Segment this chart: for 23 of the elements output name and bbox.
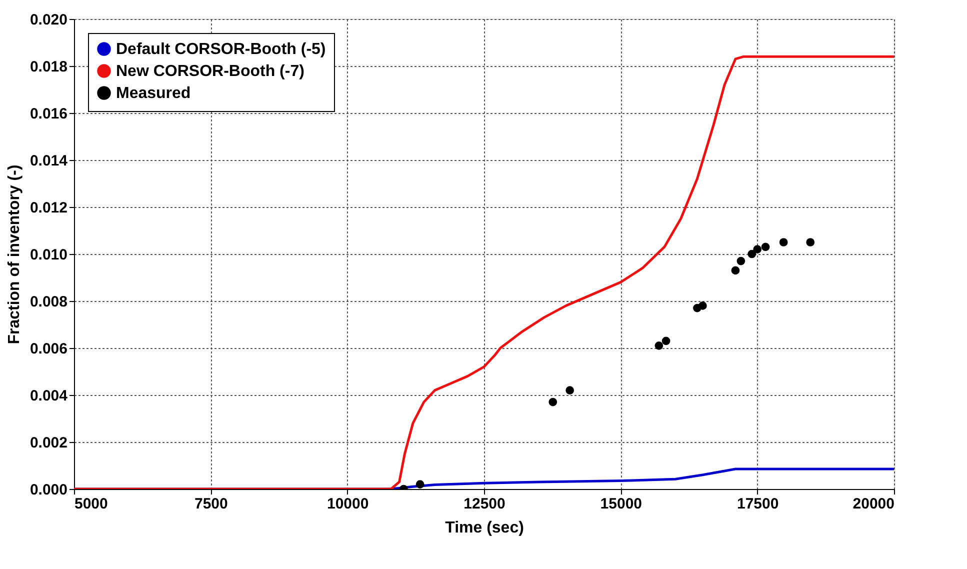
- x-tick-label: 5000: [74, 496, 108, 512]
- x-tick-label: 10000: [326, 496, 369, 512]
- y-tick-label: 0.012: [30, 200, 68, 216]
- x-axis-title: Time (sec): [445, 520, 524, 536]
- y-tick-label: 0.006: [30, 340, 68, 358]
- y-tick-label: 0.016: [30, 106, 68, 122]
- y-tick-label: 0.008: [30, 294, 68, 310]
- x-tick-label: 17500: [736, 496, 779, 512]
- y-tick-label: 0.014: [30, 152, 68, 170]
- y-tick-label: 0.004: [30, 388, 68, 404]
- y-tick-label: 0.002: [30, 434, 68, 452]
- x-tick-label: 7500: [194, 496, 228, 512]
- y-tick-label: 0.000: [30, 482, 68, 498]
- x-tick-label: 15000: [600, 496, 642, 512]
- x-tick-label: 12500: [464, 496, 506, 512]
- legend-label: New CORSOR-Booth (-7): [116, 63, 304, 80]
- y-tick-label: 0.018: [30, 58, 68, 76]
- y-axis-title: Fraction of inventory (-): [6, 164, 23, 344]
- y-tick-label: 0.010: [30, 246, 68, 264]
- y-tick-label: 0.020: [30, 12, 68, 28]
- legend-label: Default CORSOR-Booth (-5): [116, 41, 326, 58]
- x-tick-label: 20000: [852, 496, 894, 512]
- legend-label: Measured: [116, 85, 191, 102]
